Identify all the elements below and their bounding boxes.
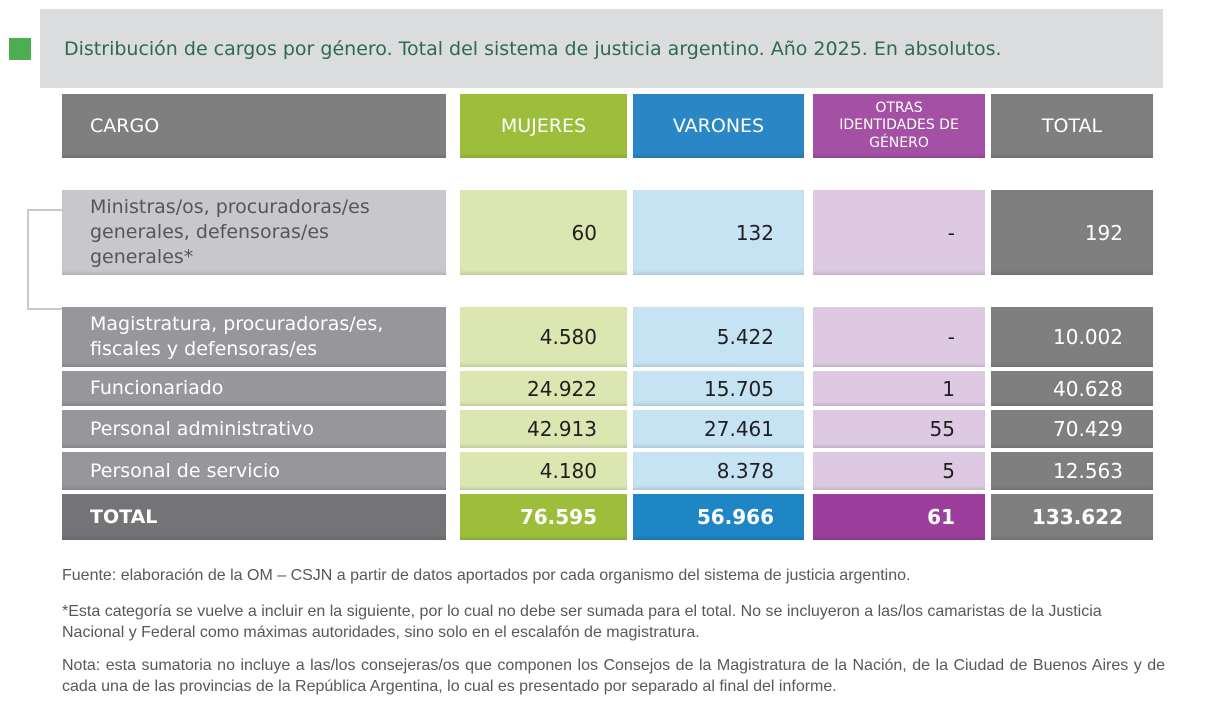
header-varones: VARONES bbox=[633, 94, 804, 158]
cell-mujeres-total: 76.595 bbox=[460, 494, 627, 540]
row-label: Ministras/os, procuradoras/es generales,… bbox=[62, 190, 446, 275]
cell-varones: 27.461 bbox=[633, 410, 804, 448]
cell-otras-total: 61 bbox=[813, 494, 985, 540]
cell-mujeres: 4.180 bbox=[460, 452, 627, 490]
cell-mujeres: 42.913 bbox=[460, 410, 627, 448]
green-bullet-icon bbox=[9, 38, 31, 60]
header-cargo: CARGO bbox=[62, 94, 446, 158]
cell-total: 40.628 bbox=[991, 371, 1153, 406]
row-label: Funcionariado bbox=[62, 371, 446, 406]
cell-total: 70.429 bbox=[991, 410, 1153, 448]
row-label: Magistratura, procuradoras/es, fiscales … bbox=[62, 307, 446, 367]
cell-varones: 8.378 bbox=[633, 452, 804, 490]
table-row-personal-servicio: Personal de servicio 4.180 8.378 5 12.56… bbox=[62, 452, 1153, 490]
table-row-total: TOTAL 76.595 56.966 61 133.622 bbox=[62, 494, 1153, 540]
cell-varones-total: 56.966 bbox=[633, 494, 804, 540]
table-row-ministras: Ministras/os, procuradoras/es generales,… bbox=[62, 190, 1153, 275]
figure-title: Distribución de cargos por género. Total… bbox=[64, 37, 1002, 60]
cell-otras: 5 bbox=[813, 452, 985, 490]
header-total: TOTAL bbox=[991, 94, 1153, 158]
cell-varones: 15.705 bbox=[633, 371, 804, 406]
cell-otras: 1 bbox=[813, 371, 985, 406]
cell-grand-total: 133.622 bbox=[991, 494, 1153, 540]
cell-varones: 5.422 bbox=[633, 307, 804, 367]
note-nota: Nota: esta sumatoria no incluye a las/lo… bbox=[62, 657, 1165, 695]
table-row-funcionariado: Funcionariado 24.922 15.705 1 40.628 bbox=[62, 371, 1153, 406]
header-mujeres: MUJERES bbox=[460, 94, 627, 158]
note-asterisco: *Esta categoría se vuelve a incluir en l… bbox=[62, 603, 1102, 641]
title-banner: Distribución de cargos por género. Total… bbox=[40, 9, 1163, 88]
cell-otras: 55 bbox=[813, 410, 985, 448]
table-row-magistratura: Magistratura, procuradoras/es, fiscales … bbox=[62, 307, 1153, 367]
cell-total: 192 bbox=[991, 190, 1153, 275]
cell-mujeres: 24.922 bbox=[460, 371, 627, 406]
cell-varones: 132 bbox=[633, 190, 804, 275]
note-fuente: Fuente: elaboración de la OM – CSJN a pa… bbox=[62, 567, 911, 584]
table-row-personal-administrativo: Personal administrativo 42.913 27.461 55… bbox=[62, 410, 1153, 448]
cell-total: 10.002 bbox=[991, 307, 1153, 367]
cell-total: 12.563 bbox=[991, 452, 1153, 490]
row-label: Personal administrativo bbox=[62, 410, 446, 448]
table-header-row: CARGO MUJERES VARONES OTRAS IDENTIDADES … bbox=[62, 94, 1153, 158]
row-label-total: TOTAL bbox=[62, 494, 446, 540]
row-label: Personal de servicio bbox=[62, 452, 446, 490]
cell-mujeres: 60 bbox=[460, 190, 627, 275]
cell-mujeres: 4.580 bbox=[460, 307, 627, 367]
header-otras-identidades: OTRAS IDENTIDADES DE GÉNERO bbox=[813, 94, 985, 158]
cell-otras: - bbox=[813, 190, 985, 275]
cell-otras: - bbox=[813, 307, 985, 367]
group-bracket bbox=[27, 209, 64, 310]
